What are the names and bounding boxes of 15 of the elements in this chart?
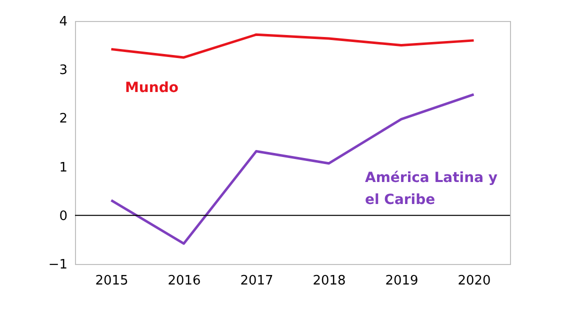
y-tick-label: 3 bbox=[59, 63, 68, 78]
x-tick-label: 2017 bbox=[240, 274, 274, 288]
x-tick-label: 2016 bbox=[168, 274, 201, 288]
series-label: América Latina y el Caribe bbox=[365, 170, 498, 208]
x-tick-label: 2019 bbox=[385, 274, 418, 288]
x-tick-label: 2018 bbox=[312, 274, 346, 288]
y-tick-label: 0 bbox=[59, 208, 68, 224]
x-tick-label: 2020 bbox=[458, 274, 491, 288]
line-series bbox=[110, 33, 475, 59]
y-tick-label: 2 bbox=[59, 112, 68, 127]
y-tick-label: 1 bbox=[59, 160, 68, 176]
x-tick-label: 2015 bbox=[95, 274, 128, 288]
series-label: Mundo bbox=[125, 80, 179, 96]
y-tick-label: −1 bbox=[48, 258, 68, 272]
y-tick-label: 4 bbox=[59, 14, 68, 30]
